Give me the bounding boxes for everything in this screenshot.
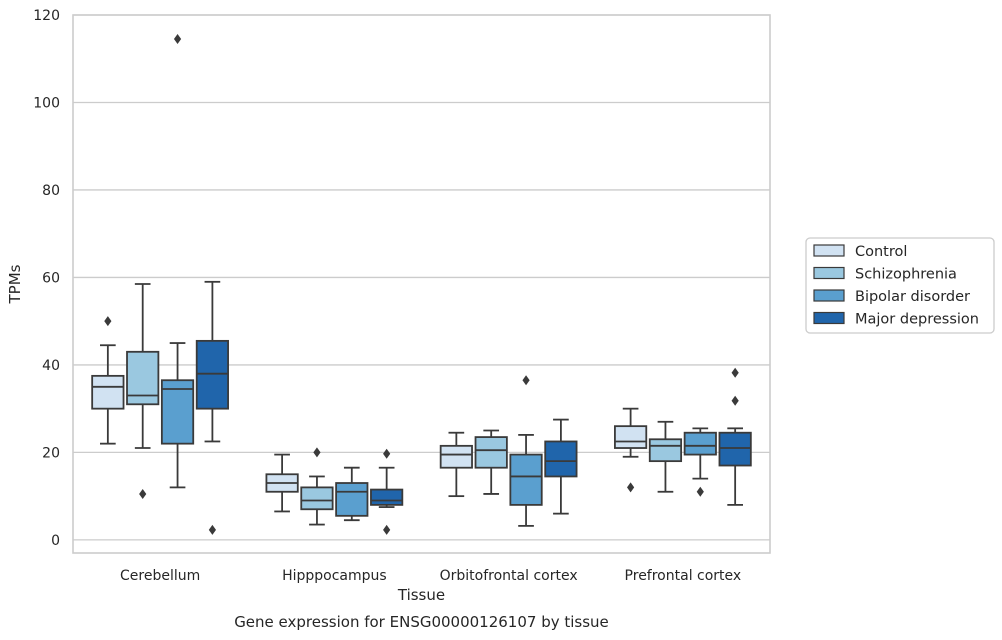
y-tick-label: 100 (33, 95, 60, 111)
box-0-3 (195, 280, 229, 535)
box-iqr (718, 431, 752, 467)
outlier-point (383, 448, 391, 459)
y-tick-label: 20 (42, 445, 60, 461)
box-2-1 (474, 429, 508, 495)
box-1-1 (300, 447, 334, 526)
x-tick-label: Prefrontal cortex (625, 568, 742, 584)
x-tick-label: Orbitofrontal cortex (440, 568, 578, 584)
y-tick-label: 60 (42, 270, 60, 286)
legend-swatch (813, 266, 845, 280)
box-2-3 (544, 418, 578, 515)
x-axis-ticks: Cerebellum Hipppocampus Orbitofrontal cort… (120, 568, 741, 584)
legend-swatch (813, 289, 845, 302)
legend-frame (805, 237, 995, 334)
outlier-point (104, 316, 112, 327)
box-iqr (160, 379, 195, 445)
outlier-point (731, 367, 739, 378)
box-iqr (195, 339, 229, 410)
x-axis-label: Tissue (397, 586, 445, 604)
box-iqr (91, 374, 125, 410)
box-0-0 (91, 316, 125, 445)
outlier-point (313, 447, 321, 458)
outlier-point (383, 524, 391, 535)
outlier-point (696, 486, 704, 497)
y-tick-label: 80 (42, 183, 60, 199)
outlier-point (173, 34, 182, 45)
legend-item-label: Schizophrenia (855, 267, 957, 283)
box-3-2 (683, 427, 717, 497)
box-iqr (614, 425, 648, 449)
outlier-point (731, 395, 739, 406)
box-iqr (509, 453, 543, 506)
outlier-point (139, 488, 147, 499)
outlier-point (208, 524, 216, 535)
y-tick-label: 40 (42, 358, 60, 374)
x-tick-label: Cerebellum (120, 568, 200, 584)
box-3-1 (648, 420, 683, 493)
outlier-point (522, 375, 530, 386)
y-tick-label: 0 (51, 533, 60, 549)
y-axis-ticks: 0 20 40 60 80 100 120 (33, 8, 60, 549)
box-2-2 (509, 375, 543, 527)
box-layer (91, 34, 752, 535)
legend-item-label: Bipolar disorder (855, 289, 970, 305)
box-0-2 (160, 34, 195, 489)
outlier-point (627, 482, 635, 493)
box-iqr (544, 440, 578, 478)
x-tick-label: Hipppocampus (282, 568, 387, 584)
box-3-0 (614, 407, 648, 493)
legend: Control Schizophrenia Bipolar disorder Majo… (805, 237, 995, 334)
legend-swatch (813, 244, 845, 257)
box-2-0 (439, 431, 473, 498)
y-tick-label: 120 (33, 8, 60, 24)
box-0-1 (126, 283, 160, 499)
plot-area-frame (72, 14, 771, 554)
box-iqr (300, 486, 334, 511)
box-1-0 (265, 453, 299, 513)
legend-item-label: Control (855, 244, 907, 260)
box-iqr (683, 431, 717, 456)
box-iqr (648, 438, 683, 463)
box-3-3 (718, 367, 752, 506)
chart-caption: Gene expression for ENSG00000126107 by t… (234, 613, 609, 631)
legend-item-label: Major depression (855, 312, 979, 328)
box-iqr (335, 482, 369, 517)
box-iqr (474, 436, 508, 469)
box-iqr (439, 444, 473, 469)
y-axis-label: TPMs (6, 264, 24, 304)
box-iqr (370, 488, 404, 506)
legend-swatch (813, 311, 845, 325)
box-1-3 (370, 448, 404, 535)
box-1-2 (335, 466, 369, 522)
